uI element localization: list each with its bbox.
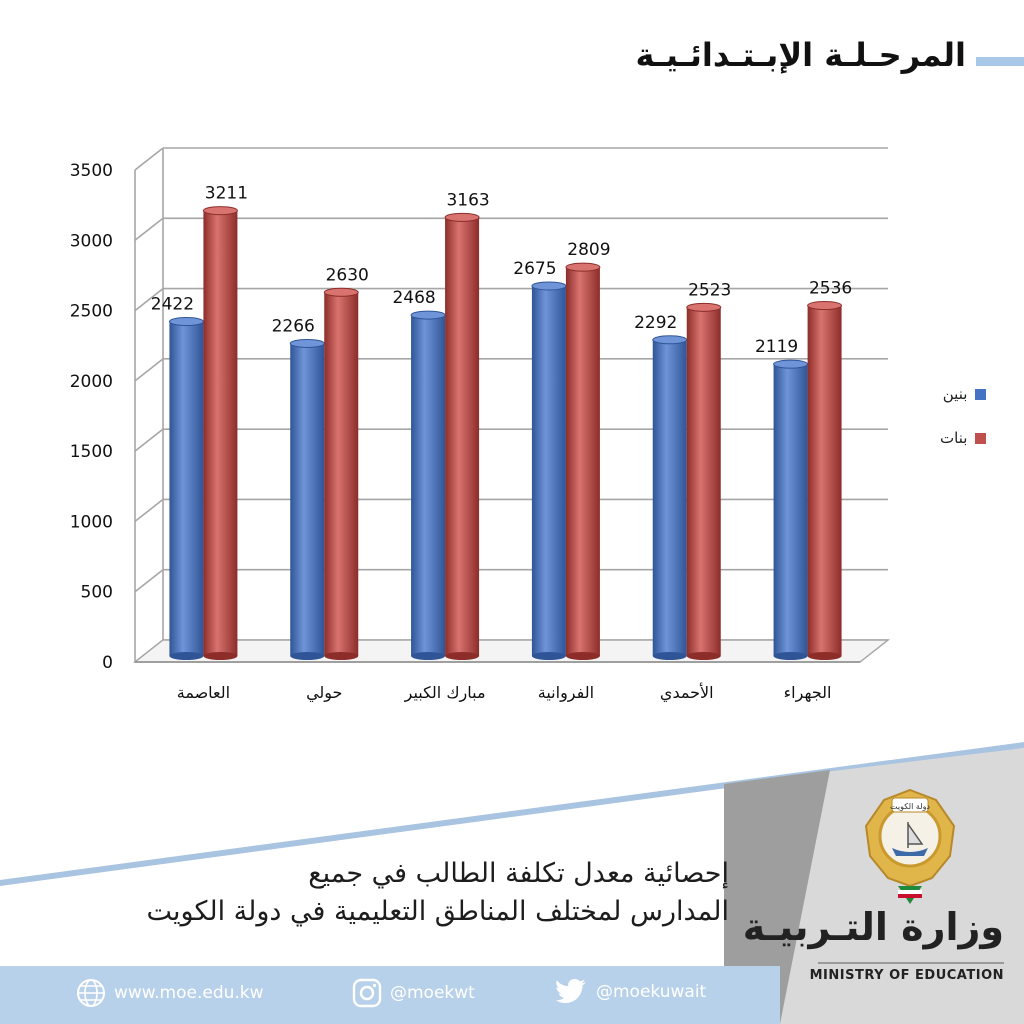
bar-base xyxy=(290,652,325,660)
twitter-link[interactable]: @moekuwait xyxy=(556,978,706,1006)
instagram-icon xyxy=(352,978,382,1008)
data-label: 2536 xyxy=(809,279,852,299)
data-label: 2809 xyxy=(567,240,610,260)
bar-girls xyxy=(686,307,721,656)
gridline-depth xyxy=(134,569,164,593)
gridline-depth xyxy=(134,147,164,171)
y-tick-label: 2500 xyxy=(70,302,113,322)
bar-base xyxy=(807,652,842,660)
header: المرحـلـة الإبـتـدائـيـة xyxy=(0,36,1024,76)
bar-cap xyxy=(807,301,843,311)
gridline-depth xyxy=(134,428,164,452)
bar-cap xyxy=(565,262,601,272)
bar-base xyxy=(686,652,721,660)
data-label: 2422 xyxy=(151,295,194,315)
bar-base xyxy=(324,652,359,660)
bar-boys xyxy=(169,321,204,656)
chart-labels: 0 500 1000 1500 2000 2500 3000 3500 العاصمة 2422 3… xyxy=(70,161,852,703)
y-tick-label: 2000 xyxy=(70,372,113,392)
emblem-text: دولة الكويت xyxy=(890,802,930,811)
bar-base xyxy=(203,652,238,660)
bar-boys xyxy=(411,315,446,656)
website-label: www.moe.edu.kw xyxy=(114,983,264,1003)
y-tick-label: 1500 xyxy=(70,442,113,462)
legend-item-boys: بنين xyxy=(940,382,987,406)
footer-line-2: المدارس لمختلف المناطق التعليمية في دولة… xyxy=(146,896,729,927)
ministry-divider xyxy=(818,962,1004,964)
x-tick-label: الجهراء xyxy=(784,683,832,703)
data-label: 2266 xyxy=(272,316,315,336)
data-label: 3163 xyxy=(446,190,489,210)
bar-cap xyxy=(202,206,238,216)
x-tick-label: حولي xyxy=(306,683,342,703)
bar-cap xyxy=(686,302,722,312)
kuwait-emblem: دولة الكويت xyxy=(864,788,956,904)
bar-boys xyxy=(652,339,687,656)
bar-girls xyxy=(807,305,842,656)
data-label: 2468 xyxy=(392,288,435,308)
y-tick-label: 3500 xyxy=(70,161,113,181)
ministry-name-english: MINISTRY OF EDUCATION xyxy=(809,968,1004,983)
x-tick-label: العاصمة xyxy=(177,683,230,702)
twitter-label: @moekuwait xyxy=(596,982,707,1002)
x-tick-label: الفروانية xyxy=(538,683,594,703)
twitter-icon xyxy=(556,979,586,1003)
bar-base xyxy=(411,652,446,660)
gridline-depth xyxy=(134,358,164,382)
legend-label-girls: بنات xyxy=(940,429,968,447)
data-label: 3211 xyxy=(205,184,248,204)
globe-icon xyxy=(77,979,105,1007)
bar-cap xyxy=(444,212,480,222)
diagonal-stripe xyxy=(0,742,1024,886)
chart-bars xyxy=(168,206,843,660)
bar-boys xyxy=(773,364,808,656)
y-tick-label: 0 xyxy=(102,653,113,673)
x-tick-label: الأحمدي xyxy=(660,682,714,703)
bar-boys xyxy=(290,343,325,656)
legend-swatch-girls xyxy=(975,432,987,444)
bar-chart: 0 500 1000 1500 2000 2500 3000 3500 العاصمة 2422 3… xyxy=(70,147,891,703)
data-label: 2119 xyxy=(755,337,798,357)
page-title: المرحـلـة الإبـتـدائـيـة xyxy=(635,36,966,74)
bar-base xyxy=(773,652,808,660)
gridline-depth xyxy=(134,498,164,523)
y-tick-label: 1000 xyxy=(70,512,113,532)
legend-item-girls: بنات xyxy=(940,426,987,450)
bar-girls xyxy=(565,267,600,656)
footer-line-1: إحصائية معدل تكلفة الطالب في جميع xyxy=(308,858,729,889)
bar-girls xyxy=(203,210,238,657)
bar-base xyxy=(445,652,480,660)
header-accent-bar xyxy=(976,57,1024,66)
bar-base xyxy=(565,652,600,660)
ministry-name-arabic: وزارة التـربيـة xyxy=(742,905,1004,949)
social-strip xyxy=(0,966,780,1024)
instagram-link[interactable]: @moekwt xyxy=(352,978,475,1008)
y-tick-label: 3000 xyxy=(70,231,113,251)
bar-base xyxy=(531,652,566,660)
chart-legend: بنين بنات xyxy=(940,382,987,470)
bar-girls xyxy=(445,217,480,657)
legend-label-boys: بنين xyxy=(942,385,968,403)
instagram-label: @moekwt xyxy=(390,983,475,1003)
gridline-depth xyxy=(134,287,164,312)
data-label: 2523 xyxy=(688,280,731,300)
gridline-depth xyxy=(134,217,164,241)
legend-swatch-boys xyxy=(975,388,987,400)
bar-girls xyxy=(324,292,359,656)
y-tick-label: 500 xyxy=(81,583,113,603)
data-label: 2630 xyxy=(326,265,369,285)
bar-base xyxy=(169,652,204,660)
data-label: 2675 xyxy=(513,259,556,279)
bar-cap xyxy=(323,287,359,297)
grey-panel-shade xyxy=(724,770,830,1024)
data-label: 2292 xyxy=(634,313,677,333)
x-tick-label: مبارك الكبير xyxy=(404,683,486,703)
bar-boys xyxy=(531,285,566,656)
website-link[interactable]: www.moe.edu.kw xyxy=(76,978,264,1008)
bar-base xyxy=(652,652,687,660)
